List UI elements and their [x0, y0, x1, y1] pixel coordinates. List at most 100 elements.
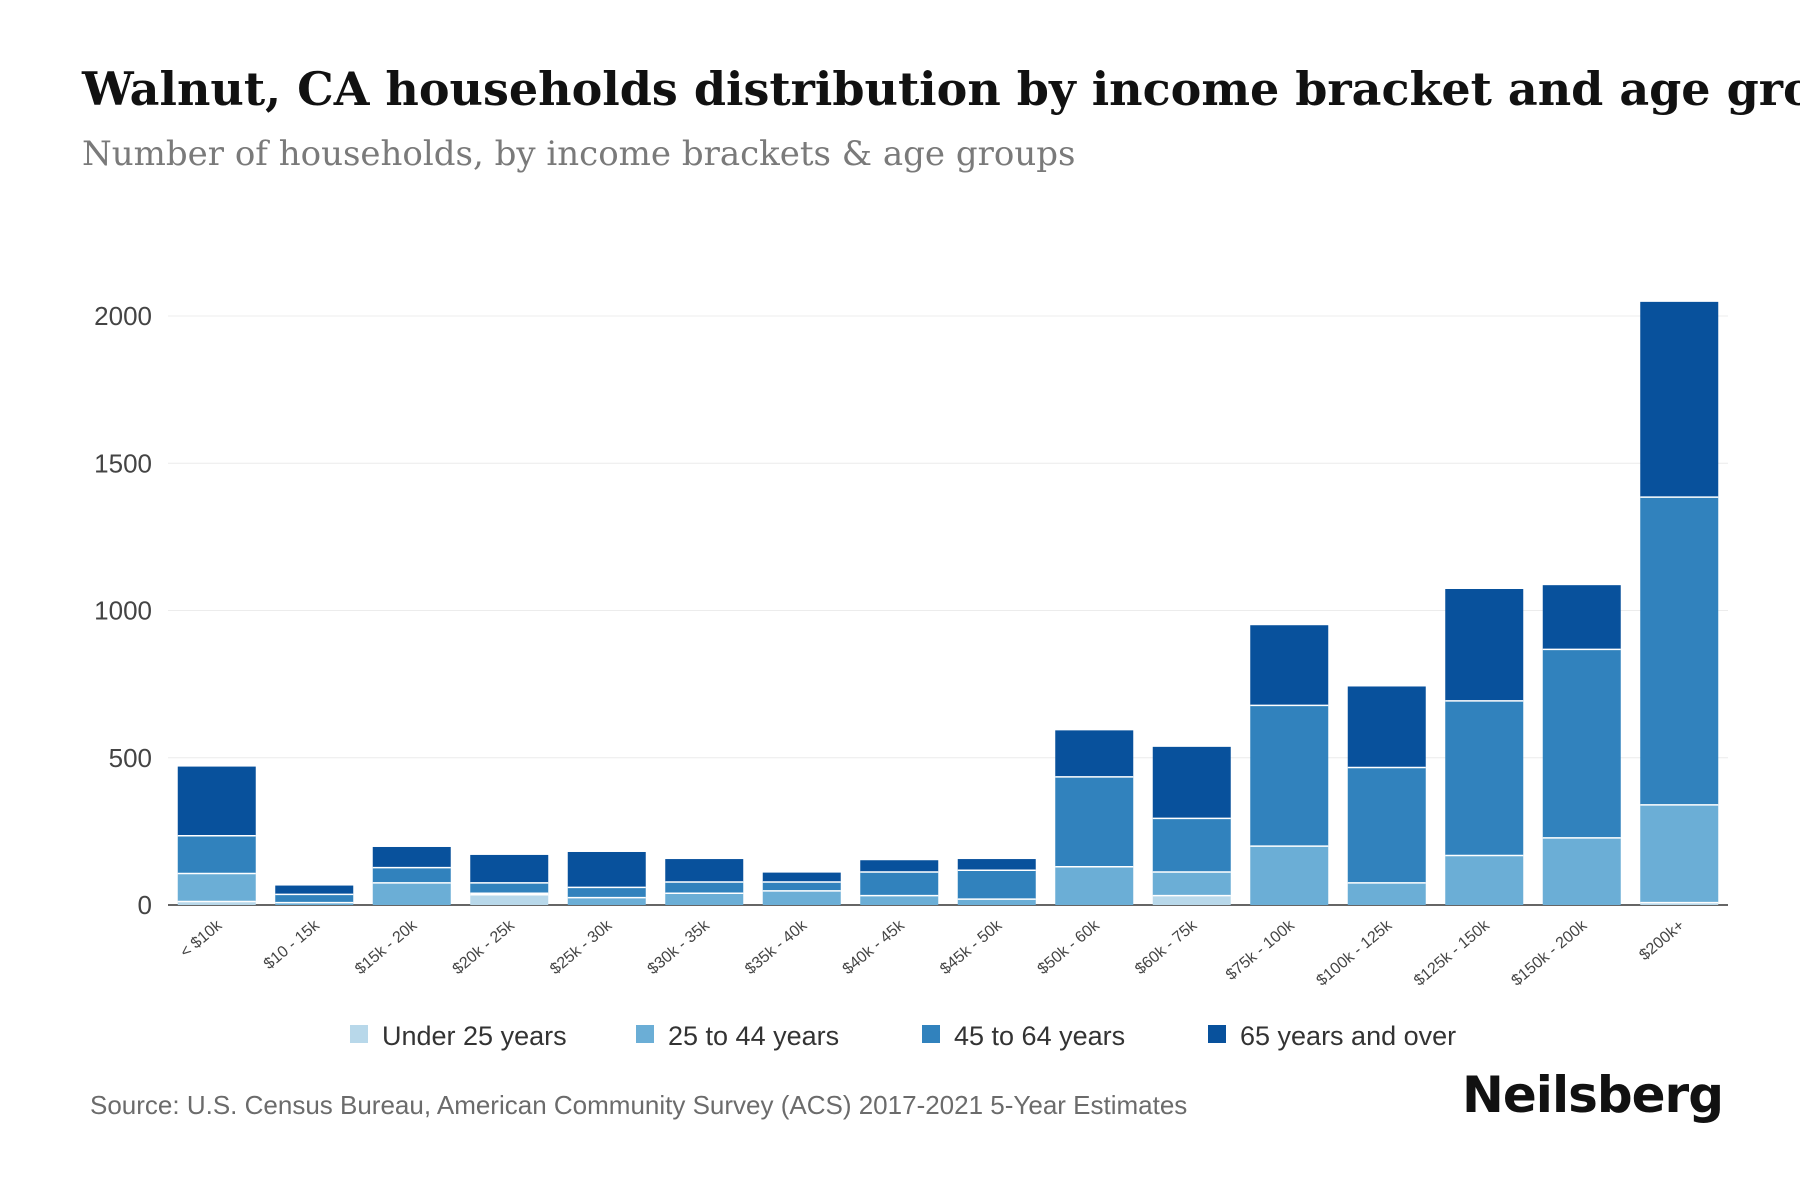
x-tick-label: $30k - 35k [645, 916, 714, 978]
bar-segment [665, 859, 744, 883]
legend-item: 45 to 64 years [922, 1021, 1125, 1051]
bar-segment [275, 894, 354, 903]
y-axis: 0 500 1000 1500 2000 [94, 301, 152, 920]
bar-segment [372, 867, 451, 883]
x-tick-label: < $10k [177, 916, 226, 961]
bar-segment [860, 895, 939, 905]
y-tick-label: 1500 [94, 448, 152, 478]
brand-logo: Neilsberg [1462, 1066, 1724, 1124]
bar-stack [762, 872, 841, 905]
bar-segment [1542, 585, 1621, 650]
bar-segment [1347, 882, 1426, 905]
bar-segment [957, 859, 1036, 871]
bar-segment [177, 766, 256, 836]
legend-label: 25 to 44 years [668, 1021, 839, 1051]
x-tick-label: $100k - 125k [1314, 916, 1397, 989]
bar-segment [1055, 730, 1134, 777]
x-tick-label: $75k - 100k [1223, 916, 1299, 983]
bar-segment [1055, 776, 1134, 867]
bar-stack [567, 851, 646, 905]
x-tick-label: $60k - 75k [1132, 916, 1201, 978]
bar-stack [1542, 585, 1621, 905]
bar-stack [470, 854, 549, 905]
x-tick-label: $50k - 60k [1035, 916, 1104, 978]
bar-segment [1542, 649, 1621, 838]
x-tick-label: $45k - 50k [937, 916, 1006, 978]
legend-swatch [922, 1025, 940, 1043]
bar-stack [177, 766, 256, 905]
bar-segment [1152, 818, 1231, 873]
bar-segment [470, 882, 549, 894]
legend-swatch [1208, 1025, 1226, 1043]
chart-subtitle: Number of households, by income brackets… [82, 134, 1076, 174]
bar-stack [1445, 589, 1524, 905]
legend-label: 65 years and over [1240, 1021, 1456, 1051]
bar-segment [1250, 846, 1329, 905]
bar-segment [177, 901, 256, 905]
bar-segment [762, 890, 841, 905]
legend-swatch [636, 1025, 654, 1043]
y-tick-label: 2000 [94, 301, 152, 331]
bar-stack [1640, 301, 1719, 905]
bar-stack [957, 859, 1036, 905]
bar-segment [1250, 625, 1329, 706]
bar-segment [1445, 589, 1524, 701]
x-tick-label: $40k - 45k [840, 916, 909, 978]
x-axis: < $10k $10 - 15k $15k - 20k $20k - 25k $25k … [177, 916, 1688, 989]
bars [177, 301, 1719, 905]
bar-stack [1152, 746, 1231, 905]
bar-segment [372, 882, 451, 905]
bar-segment [567, 851, 646, 888]
bar-stack [860, 860, 939, 905]
y-tick-label: 500 [109, 743, 152, 773]
bar-stack [665, 859, 744, 905]
legend-item: 65 years and over [1208, 1021, 1456, 1051]
legend: Under 25 years 25 to 44 years 45 to 64 yea… [350, 1021, 1456, 1051]
bar-segment [665, 893, 744, 905]
bar-segment [1152, 872, 1231, 896]
bar-segment [957, 899, 1036, 905]
bar-segment [1542, 837, 1621, 905]
bar-segment [1640, 804, 1719, 903]
source-note: Source: U.S. Census Bureau, American Com… [90, 1090, 1188, 1120]
y-tick-label: 1000 [94, 596, 152, 626]
bar-segment [762, 872, 841, 883]
bar-stack [1250, 625, 1329, 905]
bar-segment [372, 846, 451, 868]
bar-segment [1640, 497, 1719, 805]
bar-segment [1347, 767, 1426, 883]
chart-title: Walnut, CA households distribution by in… [82, 62, 1800, 116]
bar-segment [1250, 705, 1329, 847]
x-tick-label: $125k - 150k [1411, 916, 1494, 989]
bar-segment [1445, 700, 1524, 856]
legend-item: Under 25 years [350, 1021, 567, 1051]
x-tick-label: $10 - 15k [261, 916, 324, 973]
x-tick-label: $35k - 40k [742, 916, 811, 978]
bar-segment [1640, 301, 1719, 498]
bar-segment [860, 860, 939, 873]
bar-segment [567, 897, 646, 905]
x-tick-label: $15k - 20k [352, 916, 421, 978]
bar-segment [567, 887, 646, 898]
legend-label: 45 to 64 years [954, 1021, 1125, 1051]
bar-segment [177, 835, 256, 874]
x-tick-label: $25k - 30k [547, 916, 616, 978]
bar-segment [957, 870, 1036, 900]
bar-segment [470, 854, 549, 883]
legend-item: 25 to 44 years [636, 1021, 839, 1051]
x-tick-label: $20k - 25k [450, 916, 519, 978]
bar-stack [1055, 730, 1134, 905]
y-tick-label: 0 [138, 890, 152, 920]
bar-segment [1152, 895, 1231, 905]
legend-label: Under 25 years [382, 1021, 567, 1051]
bar-stack [1347, 686, 1426, 905]
bar-segment [1640, 902, 1719, 905]
bar-segment [177, 873, 256, 902]
bar-segment [665, 882, 744, 894]
bar-segment [275, 885, 354, 895]
bar-stack [372, 846, 451, 905]
bar-segment [470, 894, 549, 905]
bar-segment [275, 902, 354, 905]
bar-segment [762, 882, 841, 891]
